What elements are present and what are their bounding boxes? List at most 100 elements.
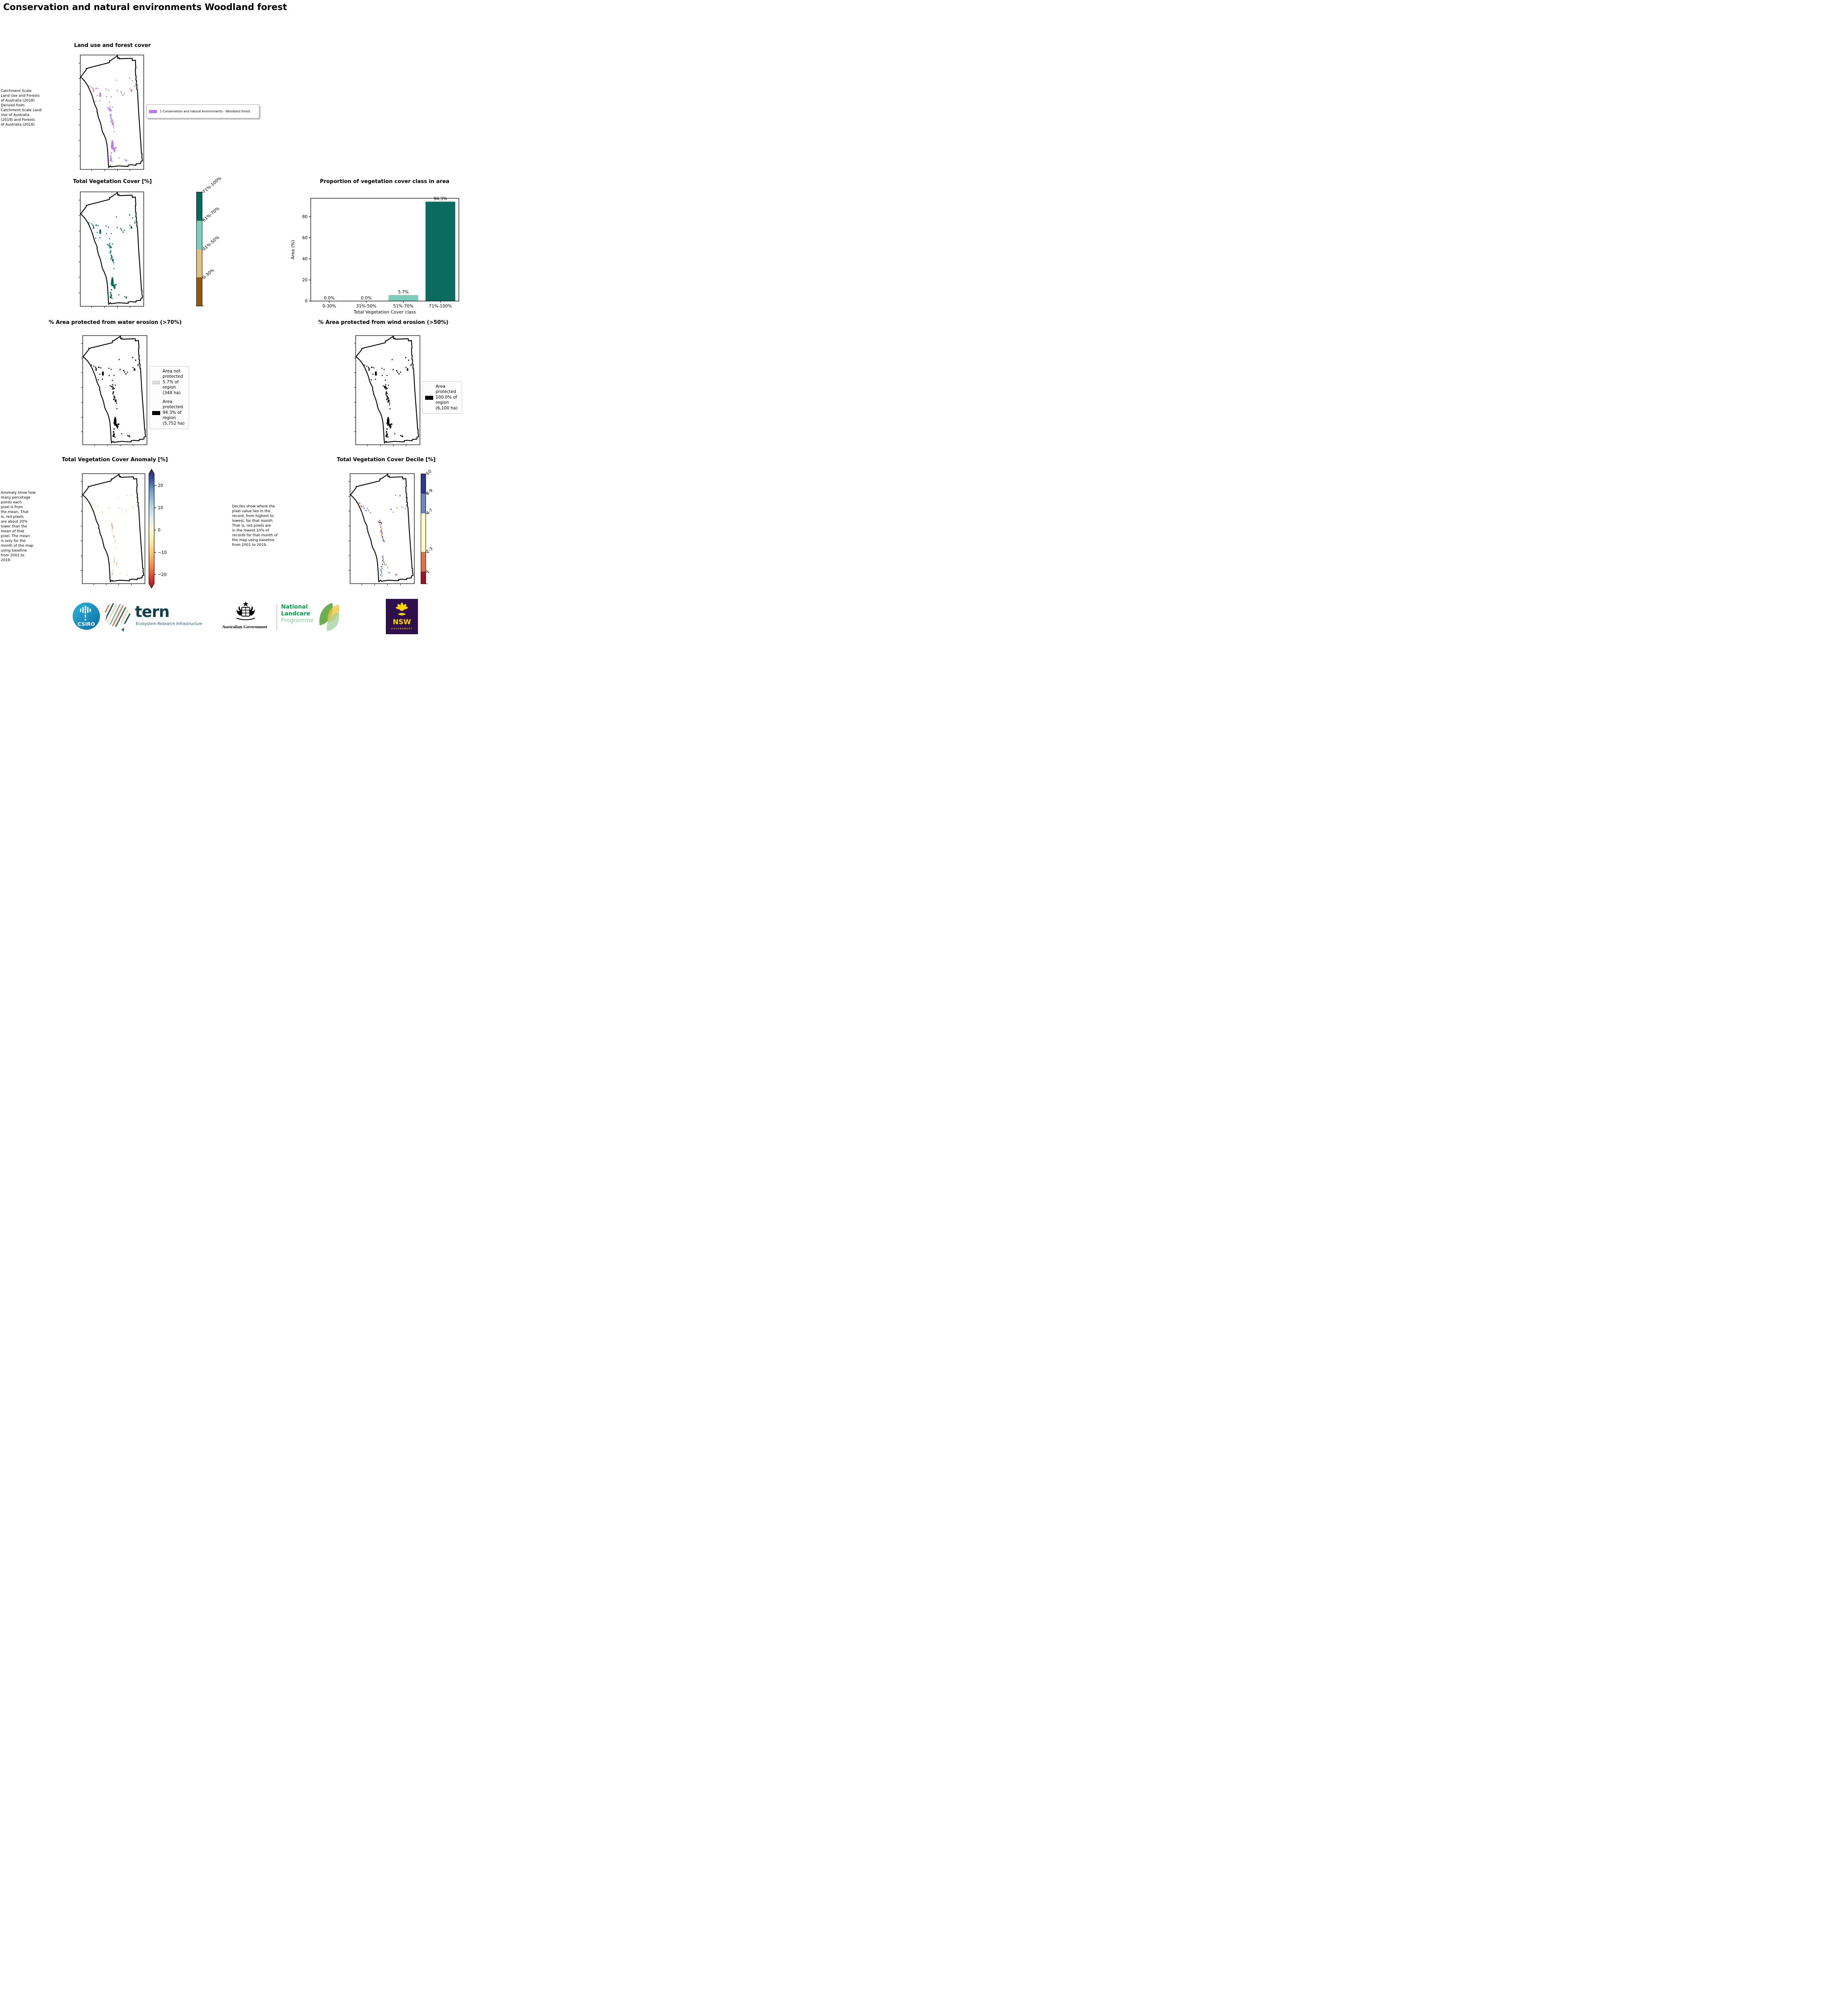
bar-value-label: 0.0% — [324, 296, 335, 301]
colorbar-decile: 10 8-9 4-7 2-3 1 — [421, 469, 434, 584]
nsw-government-logo: NSW GOVERNMENT — [386, 599, 418, 634]
csiro-logo: CSIRO — [73, 603, 100, 630]
bar-value-label: 94.3% — [434, 196, 447, 201]
colorbar-vegcover: 71%-100% 51%-70% 31%-50% 0-30% — [196, 176, 222, 306]
axis-tick — [118, 584, 119, 585]
panel-title-decile: Total Vegetation Cover Decile [%] — [337, 457, 436, 463]
legend-label-woodland: 1 Conservation and natural environments … — [160, 109, 251, 113]
axis-tick — [107, 445, 108, 446]
colorbar-segment — [197, 192, 202, 221]
side-note-decile: Deciles show where the pixel value lies … — [232, 505, 278, 547]
axis-tick — [81, 570, 82, 571]
panel-title-wind: % Area protected from wind erosion (>50%… — [318, 320, 448, 326]
legend-swatch-woodland — [149, 110, 157, 113]
axis-tick — [117, 306, 118, 308]
panel-title-proportion: Proportion of vegetation cover class in … — [320, 179, 450, 185]
legend-label: Area not protected 5.7% of region (348 h… — [163, 369, 183, 395]
legend-swatch — [152, 380, 160, 385]
axis-tick — [81, 372, 83, 373]
svg-text:40: 40 — [302, 257, 308, 262]
report-page: Conservation and natural environments Wo… — [0, 0, 462, 634]
axis-tick — [348, 570, 350, 571]
x-axis-label: Total Vegetation Cover class — [353, 309, 416, 315]
map-landuse — [79, 55, 144, 171]
axis-tick — [81, 481, 82, 482]
map-wind-erosion — [354, 336, 420, 446]
legend-entry: Area protected 100.0% of region (6,100 h… — [425, 384, 459, 411]
page-title: Conservation and natural environments Wo… — [3, 2, 287, 12]
bar-chart-proportion: 0 20 40 60 80 Area (%) 0.0% 0-30% 0.0% 31%-50% 5.7… — [289, 195, 462, 316]
colorbar-tick-label: 10 — [158, 506, 163, 511]
panel-title-landuse: Land use and forest cover — [74, 43, 151, 49]
svg-text:0: 0 — [305, 299, 308, 304]
tern-subtitle: Ecosystem Research Infrastructure — [136, 622, 203, 626]
map-canvas-anomaly — [82, 474, 145, 584]
anomaly-colorbar-canvas: 20 10 0 −10 −20 — [149, 468, 167, 589]
axis-tick — [81, 402, 83, 403]
legend-label: Area protected 94.3% of region (5,752 ha… — [163, 399, 185, 426]
map-canvas-decile — [350, 474, 414, 584]
crest — [236, 601, 255, 620]
y-axis-label: Area (%) — [290, 240, 295, 259]
colorbar-tick — [202, 249, 204, 250]
colorbar-segment — [421, 494, 426, 514]
colorbar-label: 2-3 — [425, 546, 434, 555]
axis-tick — [79, 109, 80, 110]
svg-text:20: 20 — [302, 278, 308, 283]
colorbar-anomaly: 20 10 0 −10 −20 — [149, 468, 177, 589]
nsw-wordmark: NSW — [393, 618, 411, 626]
legend-wind-erosion: Area protected 100.0% of region (6,100 h… — [422, 381, 462, 414]
legend-entry: Area protected 94.3% of region (5,752 ha… — [152, 399, 186, 426]
landcare-line3: Programme — [281, 617, 314, 624]
x-tick-label: 51%-70% — [393, 304, 413, 309]
landcare-line1: National — [281, 604, 308, 610]
axis-tick — [131, 584, 132, 585]
panel-title-anomaly: Total Vegetation Cover Anomaly [%] — [61, 457, 168, 463]
colorbar-segment — [421, 513, 426, 552]
colorbar-label: 31%-50% — [202, 234, 220, 252]
bar-value-label: 0.0% — [361, 296, 372, 301]
axis-tick — [367, 445, 368, 446]
legend-swatch — [425, 395, 433, 400]
colorbar-segment — [421, 474, 426, 494]
colorbar-bar — [196, 192, 202, 306]
x-tick-label: 71%-100% — [429, 304, 452, 309]
map-decile — [348, 474, 414, 585]
map-vegcover — [79, 192, 144, 308]
csiro-circle — [73, 603, 100, 630]
colorbar-label: 0-30% — [202, 267, 215, 280]
tern-wordmark: tern — [135, 603, 170, 621]
nsw-subtitle: GOVERNMENT — [391, 628, 413, 630]
axis-tick — [81, 343, 83, 344]
axis-tick — [354, 387, 356, 388]
colorbar-label: 10 — [425, 469, 433, 476]
tern-stripes — [104, 603, 131, 627]
colorbar-segment — [197, 249, 202, 278]
map-water-erosion — [81, 336, 147, 446]
legend-label: Area protected 100.0% of region (6,100 h… — [436, 384, 458, 411]
axis-tick — [400, 584, 401, 585]
axis-tick — [354, 402, 356, 403]
axis-tick — [348, 481, 350, 482]
panel-title-vegcover: Total Vegetation Cover [%] — [73, 179, 152, 185]
colorbar-label: 8-9 — [425, 488, 434, 496]
legend-landuse: 1 Conservation and natural environments … — [146, 104, 259, 118]
map-canvas-wind — [356, 336, 420, 445]
legend-swatch — [152, 411, 160, 415]
axis-tick — [380, 445, 381, 446]
map-anomaly — [81, 474, 145, 585]
bar-value-label: 5.7% — [398, 290, 409, 295]
colorbar-segment — [197, 220, 202, 249]
csiro-waveform-icon — [80, 606, 91, 621]
colorbar-tick-label: −20 — [158, 572, 167, 577]
x-tick-label: 31%-50% — [356, 304, 376, 309]
colorbar-tick-label: 20 — [158, 483, 163, 488]
colorbar-segment — [197, 277, 202, 306]
axis-tick — [348, 496, 350, 497]
australian-government-crest-icon — [236, 601, 255, 620]
nsw-waratah-icon — [396, 603, 408, 615]
australian-government-label: Australian Government — [222, 625, 267, 629]
axis-tick — [104, 169, 105, 171]
axis-tick — [354, 343, 356, 344]
axis-tick — [79, 78, 80, 79]
